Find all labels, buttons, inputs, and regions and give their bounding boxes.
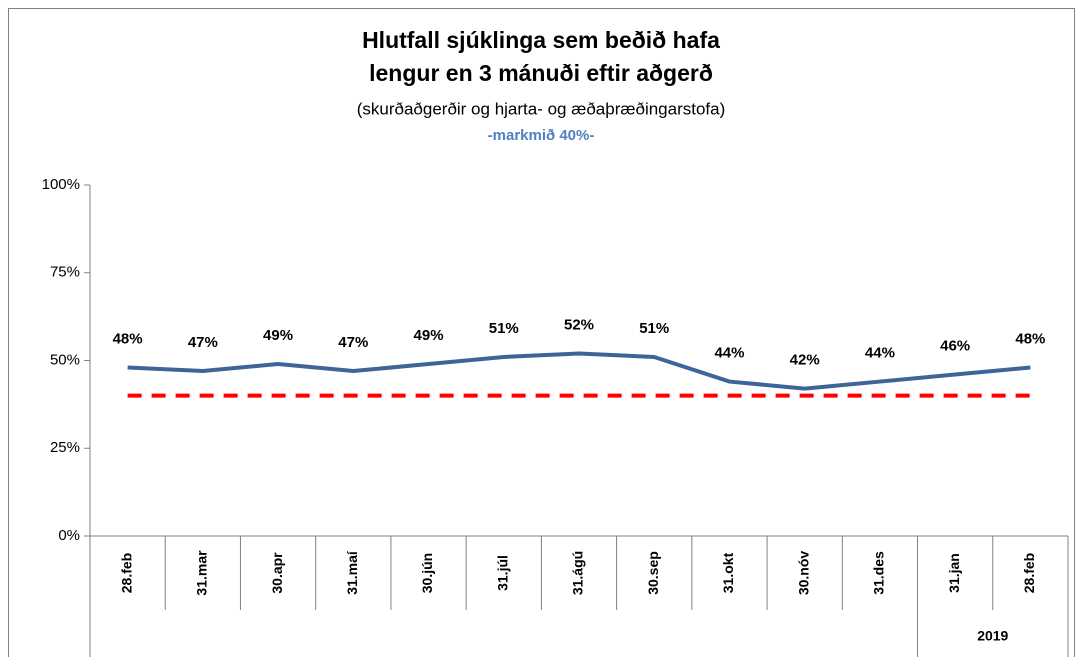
x-tick-label: 31.des bbox=[871, 551, 887, 595]
data-label: 46% bbox=[940, 338, 970, 355]
data-label: 51% bbox=[489, 320, 519, 337]
y-tick-label: 25% bbox=[50, 439, 80, 456]
y-tick-label: 50% bbox=[50, 351, 80, 368]
x-tick-label: 30.apr bbox=[269, 552, 285, 594]
x-tick-label: 28.feb bbox=[1021, 553, 1037, 593]
data-label: 47% bbox=[338, 334, 368, 351]
y-tick-label: 75% bbox=[50, 264, 80, 281]
chart-subtitle: (skurðaðgerðir og hjarta- og æðaþræðinga… bbox=[357, 99, 726, 118]
x-tick-label: 30.nóv bbox=[795, 551, 811, 596]
data-label: 49% bbox=[263, 327, 293, 344]
data-label: 51% bbox=[639, 320, 669, 337]
x-tick-label: 31.okt bbox=[720, 552, 736, 593]
series-line bbox=[127, 351, 1031, 391]
data-label: 47% bbox=[188, 334, 218, 351]
annotation: -markmið 40%- bbox=[488, 127, 595, 144]
data-label: 48% bbox=[113, 330, 143, 347]
x-tick-label: 31.mar bbox=[194, 550, 210, 596]
x-tick-label: 31.júl bbox=[494, 555, 510, 591]
y-tick-label: 0% bbox=[58, 527, 80, 544]
data-label: 48% bbox=[1015, 330, 1045, 347]
data-label: 42% bbox=[790, 352, 820, 369]
x-tick-label: 28.feb bbox=[118, 553, 134, 593]
chart-title: lengur en 3 mánuði eftir aðgerð bbox=[369, 60, 713, 86]
chart-title: Hlutfall sjúklinga sem beðið hafa bbox=[362, 27, 720, 53]
x-tick-label: 31.jan bbox=[946, 553, 962, 593]
x-tick-label: 30.sep bbox=[645, 551, 661, 595]
x-tick-label: 31.ágú bbox=[570, 551, 586, 595]
data-label: 52% bbox=[564, 316, 594, 333]
data-label: 49% bbox=[414, 327, 444, 344]
x-tick-label: 31.maí bbox=[344, 550, 360, 595]
data-label: 44% bbox=[714, 345, 744, 362]
x-group-label: 2019 bbox=[977, 628, 1008, 644]
x-tick-label: 30.jún bbox=[419, 553, 435, 593]
y-tick-label: 100% bbox=[42, 176, 80, 193]
data-label: 44% bbox=[865, 345, 895, 362]
